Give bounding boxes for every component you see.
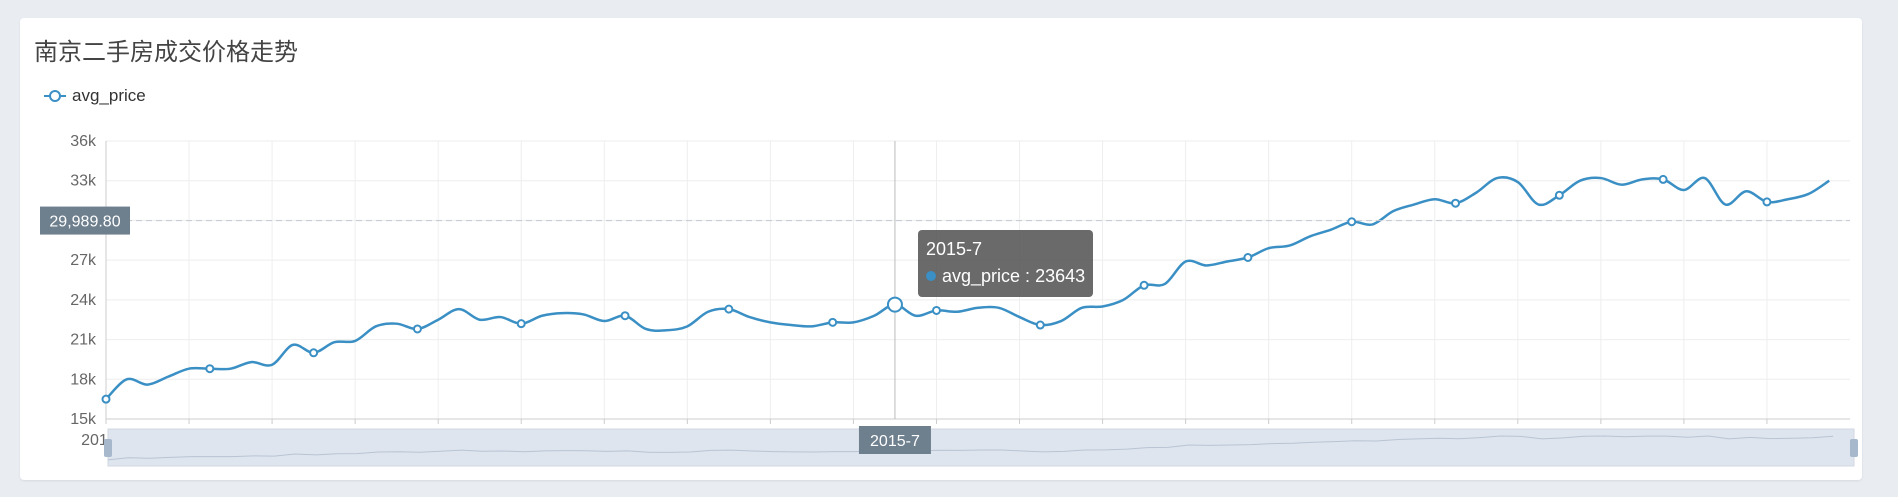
y-tick-label: 21k xyxy=(70,332,97,349)
tooltip-row: avg_price : 23643 xyxy=(926,263,1085,289)
series-line-avg-price xyxy=(105,176,1830,401)
data-point-marker[interactable] xyxy=(1243,252,1253,262)
tooltip-series-dot xyxy=(926,271,936,281)
axis-pointer-x-label: 2015-7 xyxy=(870,433,920,450)
legend-label: avg_price xyxy=(72,86,146,105)
tooltip-value: 23643 xyxy=(1035,266,1086,286)
data-point-marker[interactable] xyxy=(205,364,215,374)
data-zoom-handle-left[interactable] xyxy=(104,439,112,457)
data-point-marker[interactable] xyxy=(1554,190,1564,200)
data-point-marker[interactable] xyxy=(309,348,319,358)
tooltip-title: 2015-7 xyxy=(926,239,983,259)
axis-pointer-y-label: 29,989.80 xyxy=(49,214,120,231)
data-zoom-slider[interactable] xyxy=(107,428,1855,467)
data-point-marker[interactable] xyxy=(724,304,734,314)
y-tick-label: 24k xyxy=(70,292,97,309)
legend-line-circle-icon xyxy=(44,90,66,102)
y-tick-label: 15k xyxy=(70,411,97,428)
data-point-marker[interactable] xyxy=(1347,217,1357,227)
data-point-marker[interactable] xyxy=(931,305,941,315)
data-point-marker[interactable] xyxy=(828,317,838,327)
data-point-marker[interactable] xyxy=(1139,280,1149,290)
chart-tooltip: 2015-7 avg_price : 23643 xyxy=(918,230,1094,297)
data-point-marker[interactable] xyxy=(1451,198,1461,208)
data-point-marker[interactable] xyxy=(516,319,526,329)
data-point-highlight[interactable] xyxy=(886,296,903,313)
tooltip-separator: : xyxy=(1020,266,1036,286)
data-point-marker[interactable] xyxy=(412,324,422,334)
data-zoom-handle-right[interactable] xyxy=(1850,439,1858,457)
data-point-marker[interactable] xyxy=(1658,174,1668,184)
axis-pointer-x-label-bg xyxy=(858,426,931,454)
tooltip-series-name: avg_price xyxy=(942,266,1021,286)
data-point-marker[interactable] xyxy=(101,394,111,404)
axis-pointer-y-label-bg xyxy=(40,206,130,235)
chart-title: 南京二手房成交价格走势 xyxy=(34,39,298,66)
y-tick-label: 33k xyxy=(70,173,97,190)
data-zoom-series-shadow xyxy=(107,435,1834,461)
data-point-marker[interactable] xyxy=(1762,197,1772,207)
legend-item-avg-price[interactable]: avg_price xyxy=(44,86,146,106)
y-tick-label: 18k xyxy=(70,371,97,388)
y-tick-label: 36k xyxy=(70,133,97,150)
y-tick-label: 27k xyxy=(70,252,97,269)
data-point-marker[interactable] xyxy=(620,311,630,321)
data-point-marker[interactable] xyxy=(1035,320,1045,330)
